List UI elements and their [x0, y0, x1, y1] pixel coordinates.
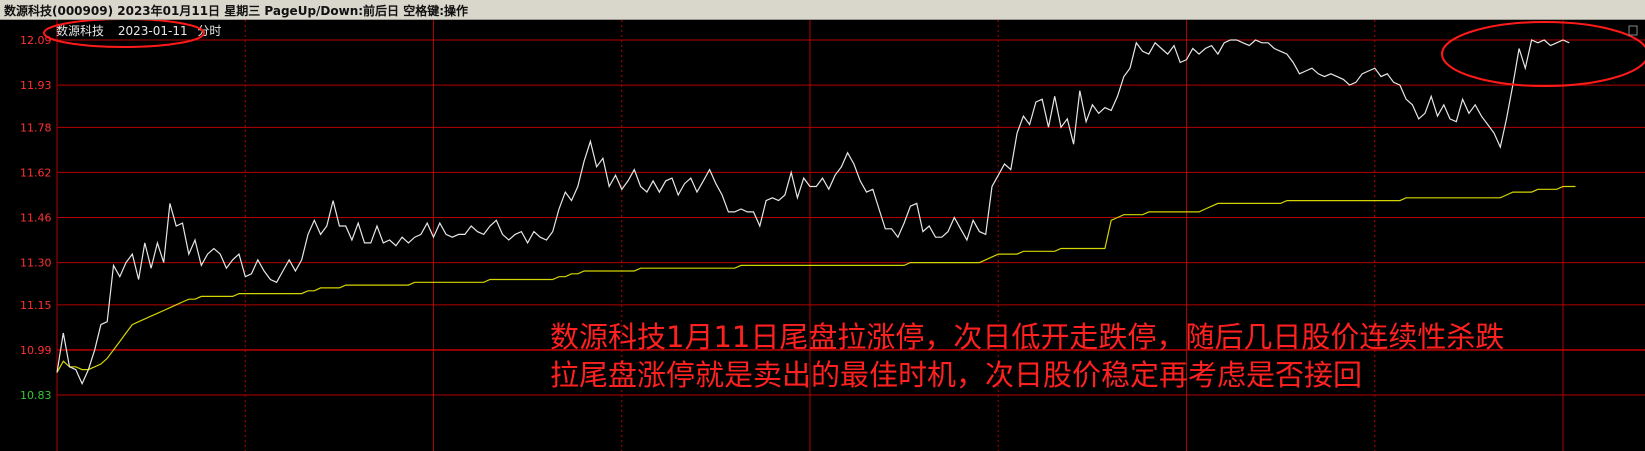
price-line: [56, 39, 1570, 386]
y-tick-label: 11.15: [20, 299, 52, 312]
panel-button-icon[interactable]: [1628, 25, 1638, 36]
y-tick-label: 11.46: [20, 212, 52, 225]
y-axis-labels: 12.09 11.93 11.78 11.62 11.46 11.30 11.15 10.99…: [20, 34, 52, 402]
chart-subtitle: 数源科技 2023-01-11 分时: [56, 23, 221, 38]
y-tick-label: 10.99: [20, 344, 52, 357]
y-tick-label: 11.78: [20, 121, 52, 134]
average-price-line: [56, 185, 1576, 373]
stock-name-label: 数源科技: [56, 23, 104, 38]
y-tick-label: 10.83: [20, 389, 52, 402]
y-tick-label: 11.62: [20, 166, 52, 179]
y-tick-label: 11.93: [20, 79, 52, 92]
window-title: 数源科技(000909) 2023年01月11日 星期三 PageUp/Down…: [4, 4, 469, 18]
y-tick-label: 12.09: [20, 34, 52, 47]
annotation-line-2: 拉尾盘涨停就是卖出的最佳时机，次日股价稳定再考虑是否接回: [550, 358, 1362, 392]
highlight-circle-header: [43, 20, 205, 48]
intraday-chart: 12.09 11.93 11.78 11.62 11.46 11.30 11.15 10.99…: [20, 20, 1645, 451]
chart-grid: [56, 20, 1645, 451]
chart-date-label: 2023-01-11: [118, 24, 188, 38]
window-titlebar: 数源科技(000909) 2023年01月11日 星期三 PageUp/Down…: [0, 0, 1645, 20]
annotation-line-1: 数源科技1月11日尾盘拉涨停，次日低开走跌停，随后几日股价连续性杀跌: [550, 320, 1504, 354]
highlight-circle-limit-up: [1441, 21, 1645, 87]
y-tick-label: 11.30: [20, 257, 52, 270]
